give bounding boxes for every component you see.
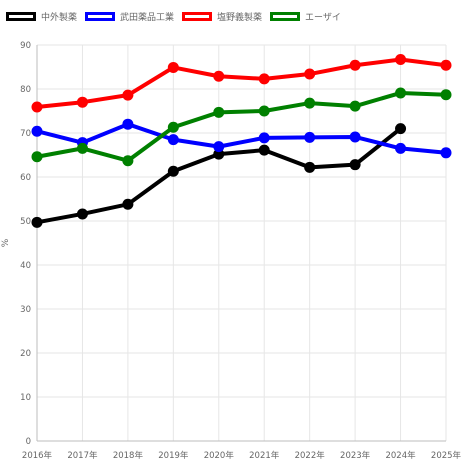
data-point[interactable]: [213, 70, 225, 82]
data-point[interactable]: [304, 161, 316, 173]
y-tick-label: 80: [20, 85, 31, 95]
y-tick-label: 10: [20, 393, 31, 403]
data-point[interactable]: [167, 61, 179, 73]
data-point[interactable]: [122, 155, 134, 167]
data-point[interactable]: [76, 96, 88, 108]
data-point[interactable]: [76, 142, 88, 154]
x-tick-label: 2018年: [113, 450, 144, 461]
data-point[interactable]: [213, 141, 225, 153]
data-point[interactable]: [258, 144, 270, 156]
data-point[interactable]: [304, 68, 316, 80]
legend: 中外製薬 武田薬品工業 塩野義製薬 エーザイ: [6, 10, 349, 23]
x-tick-label: 2023年: [340, 450, 371, 461]
data-point[interactable]: [440, 147, 452, 159]
x-tick-label: 2016年: [22, 450, 53, 461]
data-point[interactable]: [349, 59, 361, 71]
data-point[interactable]: [122, 89, 134, 101]
data-point[interactable]: [167, 134, 179, 146]
grid: [36, 44, 447, 442]
legend-item-2[interactable]: 塩野義製薬: [182, 10, 262, 23]
data-point[interactable]: [167, 121, 179, 133]
y-tick-label: 90: [20, 41, 31, 51]
data-point[interactable]: [167, 165, 179, 177]
x-tick-label: 2020年: [204, 450, 235, 461]
data-point[interactable]: [440, 59, 452, 71]
x-tick-label: 2024年: [385, 450, 416, 461]
legend-item-3[interactable]: エーザイ: [270, 10, 341, 23]
data-point[interactable]: [258, 73, 270, 85]
y-tick-label: 0: [26, 437, 31, 447]
data-point[interactable]: [31, 151, 43, 163]
series-line-3: [36, 90, 447, 163]
data-point[interactable]: [122, 118, 134, 130]
x-tick-label: 2019年: [158, 450, 189, 461]
legend-swatch-3: [270, 12, 301, 21]
series-line-1: [36, 122, 447, 155]
legend-label-3: エーザイ: [305, 13, 341, 23]
data-point[interactable]: [349, 131, 361, 143]
legend-item-1[interactable]: 武田薬品工業: [85, 10, 174, 23]
legend-label-1: 武田薬品工業: [120, 13, 175, 23]
data-point[interactable]: [31, 125, 43, 137]
data-point[interactable]: [440, 89, 452, 101]
data-point[interactable]: [31, 101, 43, 113]
x-tick-label: 2017年: [67, 450, 98, 461]
y-tick-label: 40: [20, 261, 31, 271]
data-point[interactable]: [258, 132, 270, 144]
y-tick-label: 30: [20, 305, 31, 315]
legend-item-0[interactable]: 中外製薬: [6, 10, 77, 23]
data-point[interactable]: [213, 106, 225, 118]
y-tick-label: 20: [20, 349, 31, 359]
legend-swatch-0: [6, 12, 36, 21]
data-point[interactable]: [304, 97, 316, 109]
data-point[interactable]: [395, 54, 407, 66]
data-point[interactable]: [349, 100, 361, 112]
x-tick-label: 2022年: [295, 450, 326, 461]
legend-swatch-2: [182, 12, 213, 21]
data-point[interactable]: [304, 131, 316, 143]
data-point[interactable]: [349, 159, 361, 171]
y-tick-label: 70: [20, 129, 31, 139]
x-tick-label: 2021年: [249, 450, 280, 461]
y-axis-label: %: [1, 238, 11, 247]
data-point[interactable]: [122, 198, 134, 210]
legend-label-0: 中外製薬: [41, 13, 78, 23]
y-tick-label: 50: [20, 217, 31, 227]
data-point[interactable]: [76, 208, 88, 220]
series-line-2: [36, 57, 447, 110]
data-point[interactable]: [31, 216, 43, 228]
data-point[interactable]: [395, 123, 407, 135]
axes: 0 10 20 30 40 50 60 70 80 90 2016年 2017年 2018年 2019年 2…: [20, 41, 461, 461]
y-tick-label: 60: [20, 173, 31, 183]
data-point[interactable]: [258, 105, 270, 117]
data-point[interactable]: [395, 142, 407, 154]
series: [31, 54, 452, 228]
x-tick-label: 2025年: [431, 450, 462, 461]
legend-label-2: 塩野義製薬: [217, 13, 263, 23]
data-point[interactable]: [395, 87, 407, 99]
legend-swatch-1: [85, 12, 116, 21]
